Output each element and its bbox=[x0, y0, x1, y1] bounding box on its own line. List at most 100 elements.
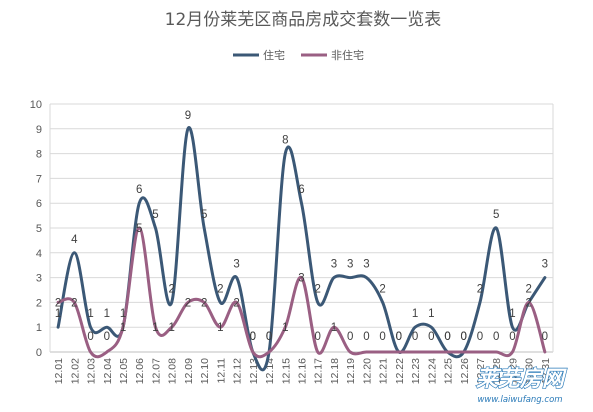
series-lines bbox=[56, 126, 547, 372]
data-label-residential: 3 bbox=[233, 259, 239, 271]
data-label-non-residential: 0 bbox=[428, 331, 434, 343]
data-label-residential: 0 bbox=[250, 331, 256, 343]
data-label-residential: 0 bbox=[396, 331, 402, 343]
data-label-residential: 8 bbox=[282, 135, 288, 147]
x-tick-label: 12.28 bbox=[491, 358, 503, 384]
x-tick-label: 12.10 bbox=[199, 358, 211, 384]
x-tick-label: 12.25 bbox=[443, 358, 455, 384]
data-label-residential: 6 bbox=[136, 184, 142, 196]
data-label-non-residential: 0 bbox=[315, 331, 321, 343]
data-label-residential: 3 bbox=[331, 259, 337, 271]
data-label-residential: 4 bbox=[71, 234, 78, 246]
x-tick-label: 12.04 bbox=[102, 358, 114, 384]
data-label-non-residential: 2 bbox=[185, 297, 191, 309]
chart-title: 12月份莱芜区商品房成交套数一览表 bbox=[165, 10, 442, 30]
data-label-non-residential: 0 bbox=[461, 331, 467, 343]
data-label-residential: 0 bbox=[266, 331, 272, 343]
data-label-non-residential: 5 bbox=[136, 223, 142, 235]
legend-label-residential: 住宅 bbox=[263, 48, 285, 62]
x-axis-ticks: 12.01 12.02 12.03 12.04 12.05 12.06 12.07 12.08… bbox=[53, 358, 552, 384]
data-label-non-residential: 1 bbox=[331, 322, 337, 334]
watermark-logo-text: 莱芜房网 bbox=[476, 367, 567, 392]
data-label-residential: 9 bbox=[185, 110, 191, 122]
data-label-residential: 2 bbox=[525, 283, 531, 295]
x-tick-label: 12.03 bbox=[86, 358, 98, 384]
x-tick-label: 12.06 bbox=[134, 358, 146, 384]
data-label-residential: 1 bbox=[120, 308, 126, 320]
x-tick-label: 12.31 bbox=[540, 358, 552, 384]
data-label-residential: 5 bbox=[493, 209, 499, 221]
y-tick-label: 2 bbox=[36, 297, 42, 309]
data-label-residential: 1 bbox=[87, 308, 93, 320]
data-label-residential: 3 bbox=[542, 259, 548, 271]
data-label-non-residential: 0 bbox=[444, 331, 450, 343]
y-tick-label: 1 bbox=[36, 322, 42, 334]
data-label-non-residential: 0 bbox=[104, 331, 110, 343]
data-label-residential: 2 bbox=[168, 283, 174, 295]
data-label-non-residential: 3 bbox=[298, 273, 304, 285]
data-label-non-residential: 0 bbox=[509, 331, 515, 343]
data-label-non-residential: 1 bbox=[168, 322, 174, 334]
x-tick-label: 12.01 bbox=[53, 358, 65, 384]
x-tick-label: 12.05 bbox=[118, 358, 130, 384]
x-tick-label: 12.30 bbox=[524, 358, 536, 384]
y-tick-label: 9 bbox=[36, 124, 42, 136]
data-label-residential: 5 bbox=[201, 209, 207, 221]
x-tick-label: 12.21 bbox=[378, 358, 390, 384]
y-tick-label: 0 bbox=[36, 347, 42, 359]
data-label-residential: 1 bbox=[428, 308, 434, 320]
data-label-residential: 1 bbox=[412, 308, 418, 320]
x-tick-label: 12.24 bbox=[426, 358, 438, 384]
data-label-non-residential: 0 bbox=[396, 331, 402, 343]
data-label-residential: 2 bbox=[217, 283, 223, 295]
data-label-non-residential: 2 bbox=[71, 297, 77, 309]
data-label-non-residential: 2 bbox=[201, 297, 207, 309]
data-label-non-residential: 2 bbox=[525, 297, 531, 309]
x-tick-label: 12.16 bbox=[297, 358, 309, 384]
data-label-non-residential: 0 bbox=[266, 331, 272, 343]
x-tick-label: 12.17 bbox=[313, 358, 325, 384]
x-tick-label: 12.02 bbox=[69, 358, 81, 384]
data-label-non-residential: 0 bbox=[363, 331, 369, 343]
data-label-non-residential: 0 bbox=[379, 331, 385, 343]
data-label-non-residential: 0 bbox=[542, 331, 548, 343]
x-tick-label: 12.07 bbox=[150, 358, 162, 384]
data-label-residential: 2 bbox=[477, 283, 483, 295]
y-tick-label: 5 bbox=[36, 223, 42, 235]
x-tick-label: 12.29 bbox=[507, 358, 519, 384]
x-tick-label: 12.19 bbox=[345, 358, 357, 384]
x-tick-label: 12.18 bbox=[329, 358, 341, 384]
data-label-non-residential: 1 bbox=[217, 322, 223, 334]
data-label-non-residential: 2 bbox=[233, 297, 239, 309]
data-label-residential: 6 bbox=[298, 184, 304, 196]
x-tick-label: 12.15 bbox=[280, 358, 292, 384]
y-tick-label: 3 bbox=[36, 273, 42, 285]
x-tick-label: 12.12 bbox=[232, 358, 244, 384]
x-tick-label: 12.27 bbox=[475, 358, 487, 384]
data-label-residential: 2 bbox=[315, 283, 321, 295]
data-label-residential: 2 bbox=[379, 283, 385, 295]
x-tick-label: 12.09 bbox=[183, 358, 195, 384]
data-label-non-residential: 0 bbox=[87, 331, 93, 343]
legend: 住宅 非住宅 bbox=[233, 48, 364, 62]
data-label-non-residential: 0 bbox=[477, 331, 483, 343]
x-tick-label: 12.20 bbox=[361, 358, 373, 384]
y-axis-ticks: 0 1 2 3 4 5 6 7 8 9 10 bbox=[30, 99, 42, 359]
y-tick-label: 10 bbox=[30, 99, 42, 111]
data-label-non-residential: 0 bbox=[493, 331, 499, 343]
x-tick-label: 12.26 bbox=[459, 358, 471, 384]
legend-label-non-residential: 非住宅 bbox=[331, 48, 364, 62]
data-label-non-residential: 2 bbox=[55, 297, 61, 309]
data-label-residential: 3 bbox=[347, 259, 353, 271]
data-label-non-residential: 0 bbox=[412, 331, 418, 343]
data-label-non-residential: 1 bbox=[120, 322, 126, 334]
data-label-residential: 1 bbox=[509, 308, 515, 320]
data-label-non-residential: 0 bbox=[347, 331, 353, 343]
data-label-residential: 1 bbox=[104, 308, 110, 320]
data-label-residential: 3 bbox=[363, 259, 369, 271]
data-label-non-residential: 0 bbox=[250, 331, 256, 343]
data-label-non-residential: 1 bbox=[282, 322, 288, 334]
x-tick-label: 12.23 bbox=[410, 358, 422, 384]
